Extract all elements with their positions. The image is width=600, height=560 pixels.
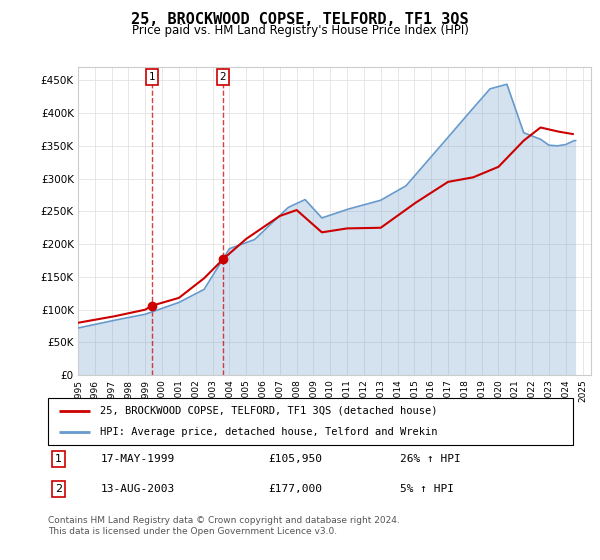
Text: 1: 1 (148, 72, 155, 82)
Text: Price paid vs. HM Land Registry's House Price Index (HPI): Price paid vs. HM Land Registry's House … (131, 24, 469, 37)
Text: 25, BROCKWOOD COPSE, TELFORD, TF1 3QS: 25, BROCKWOOD COPSE, TELFORD, TF1 3QS (131, 12, 469, 27)
Text: Contains HM Land Registry data © Crown copyright and database right 2024.
This d: Contains HM Land Registry data © Crown c… (48, 516, 400, 536)
Text: 13-AUG-2003: 13-AUG-2003 (101, 484, 175, 494)
Text: 2: 2 (55, 484, 62, 494)
Text: £105,950: £105,950 (269, 454, 323, 464)
Text: 26% ↑ HPI: 26% ↑ HPI (400, 454, 461, 464)
Text: 5% ↑ HPI: 5% ↑ HPI (400, 484, 454, 494)
Text: 1: 1 (55, 454, 62, 464)
Text: 25, BROCKWOOD COPSE, TELFORD, TF1 3QS (detached house): 25, BROCKWOOD COPSE, TELFORD, TF1 3QS (d… (101, 406, 438, 416)
Text: 17-MAY-1999: 17-MAY-1999 (101, 454, 175, 464)
FancyBboxPatch shape (48, 398, 573, 445)
Text: HPI: Average price, detached house, Telford and Wrekin: HPI: Average price, detached house, Telf… (101, 427, 438, 437)
Text: £177,000: £177,000 (269, 484, 323, 494)
Text: 2: 2 (220, 72, 226, 82)
